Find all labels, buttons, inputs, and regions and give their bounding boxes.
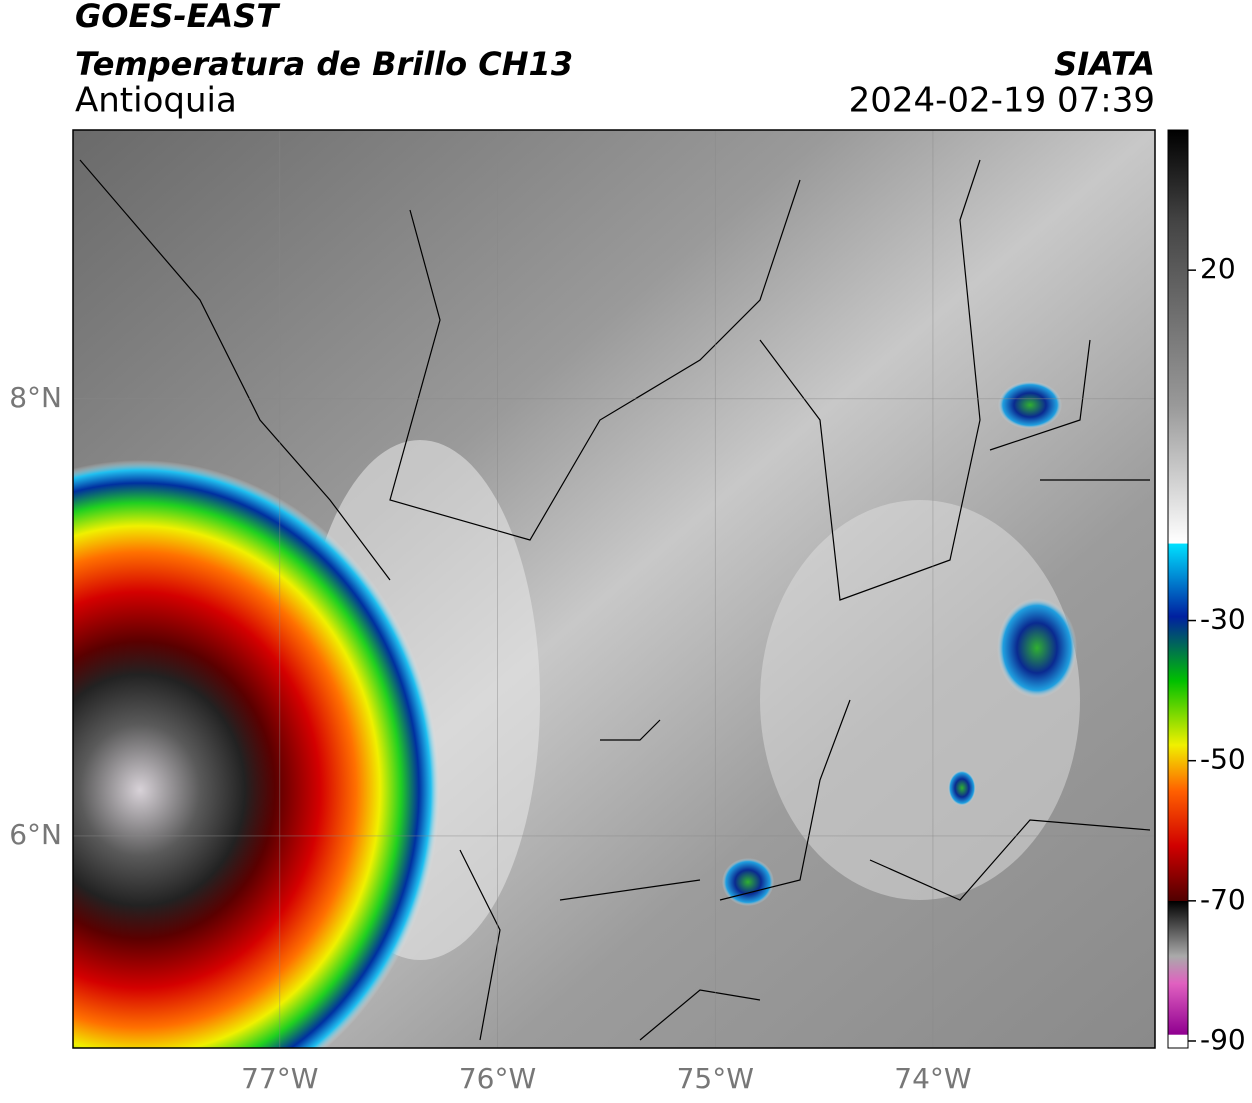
lon-label: 77°W bbox=[241, 1062, 318, 1095]
lon-label: 74°W bbox=[894, 1062, 971, 1095]
source: SIATA bbox=[1054, 45, 1155, 83]
colorbar-label: -70 bbox=[1200, 883, 1246, 916]
lat-label: 6°N bbox=[9, 818, 62, 851]
lon-label: 76°W bbox=[459, 1062, 536, 1095]
region: Antioquia bbox=[75, 81, 237, 121]
colorbar-label: -90 bbox=[1200, 1023, 1246, 1056]
colorbar-label: -50 bbox=[1200, 743, 1246, 776]
colorbar-label: -30 bbox=[1200, 603, 1246, 636]
lon-label: 75°W bbox=[677, 1062, 754, 1095]
lat-label: 8°N bbox=[9, 381, 62, 414]
subtitle: Temperatura de Brillo CH13 bbox=[75, 45, 573, 83]
title: GOES-EAST bbox=[75, 0, 280, 35]
map-frame bbox=[72, 129, 1156, 1049]
colorbar-label: 20 bbox=[1200, 252, 1236, 285]
datetime: 2024-02-19 07:39 bbox=[849, 81, 1155, 121]
satellite-image bbox=[73, 130, 1155, 1048]
colorbar bbox=[1167, 129, 1189, 1049]
